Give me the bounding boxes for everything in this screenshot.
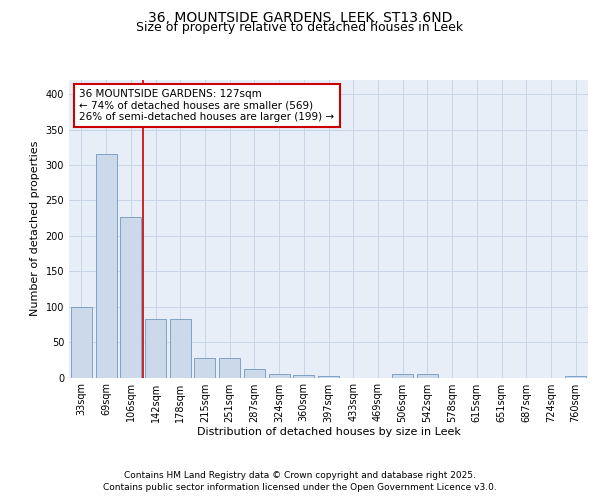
Bar (318, 376, 339, 378)
Bar (170, 320, 191, 378)
Bar (219, 358, 240, 378)
Bar (417, 374, 438, 378)
Bar (293, 374, 314, 378)
Text: Size of property relative to detached houses in Leek: Size of property relative to detached ho… (136, 21, 464, 34)
Bar (120, 218, 141, 378)
Text: Contains HM Land Registry data © Crown copyright and database right 2025.: Contains HM Land Registry data © Crown c… (124, 472, 476, 480)
Y-axis label: Number of detached properties: Number of detached properties (30, 141, 40, 316)
Bar (244, 369, 265, 378)
Text: 36 MOUNTSIDE GARDENS: 127sqm
← 74% of detached houses are smaller (569)
26% of s: 36 MOUNTSIDE GARDENS: 127sqm ← 74% of de… (79, 89, 335, 122)
X-axis label: Distribution of detached houses by size in Leek: Distribution of detached houses by size … (197, 428, 460, 438)
Bar (145, 320, 166, 378)
Bar (95, 154, 116, 378)
Bar (194, 358, 215, 378)
Bar (71, 306, 92, 378)
Text: Contains public sector information licensed under the Open Government Licence v3: Contains public sector information licen… (103, 483, 497, 492)
Text: 36, MOUNTSIDE GARDENS, LEEK, ST13 6ND: 36, MOUNTSIDE GARDENS, LEEK, ST13 6ND (148, 10, 452, 24)
Bar (392, 374, 413, 378)
Bar (269, 374, 290, 378)
Bar (565, 376, 586, 378)
